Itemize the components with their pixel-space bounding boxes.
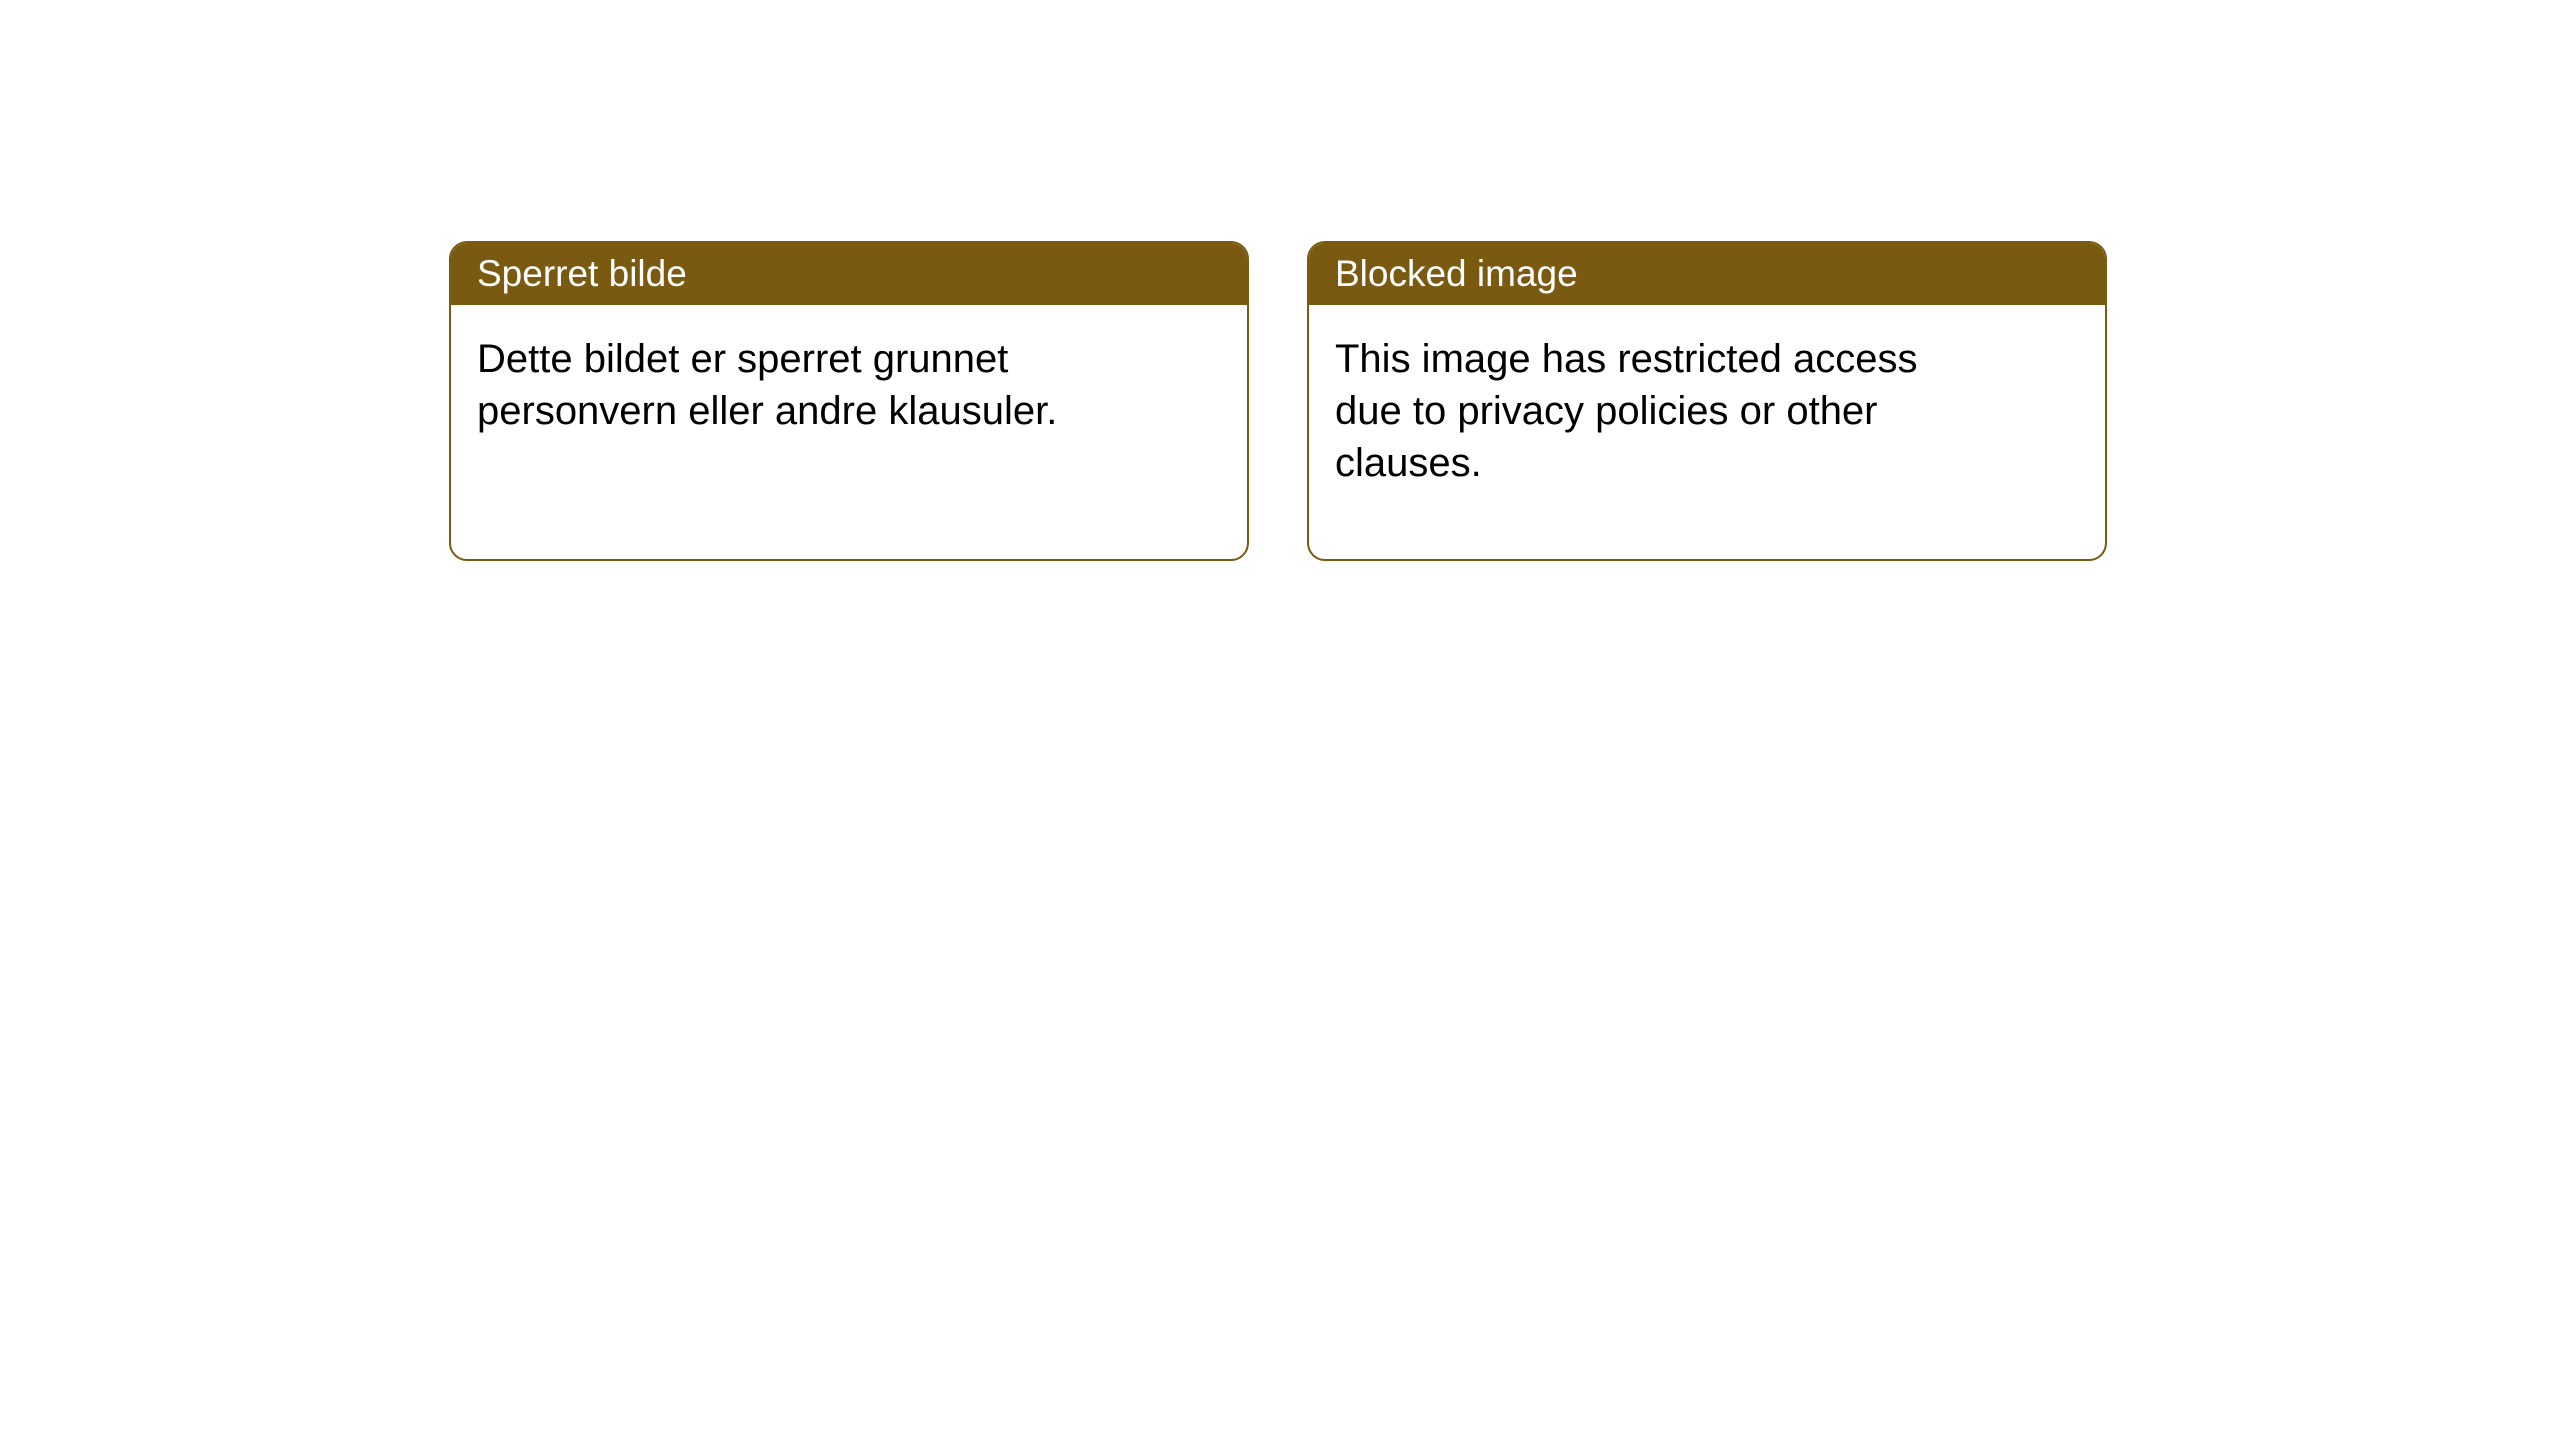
notice-container: Sperret bilde Dette bildet er sperret gr… — [449, 241, 2107, 561]
notice-card-norwegian: Sperret bilde Dette bildet er sperret gr… — [449, 241, 1249, 561]
notice-body: Dette bildet er sperret grunnet personve… — [451, 305, 1151, 507]
notice-card-english: Blocked image This image has restricted … — [1307, 241, 2107, 561]
notice-header: Sperret bilde — [451, 243, 1247, 305]
notice-body: This image has restricted access due to … — [1309, 305, 2009, 559]
notice-header: Blocked image — [1309, 243, 2105, 305]
